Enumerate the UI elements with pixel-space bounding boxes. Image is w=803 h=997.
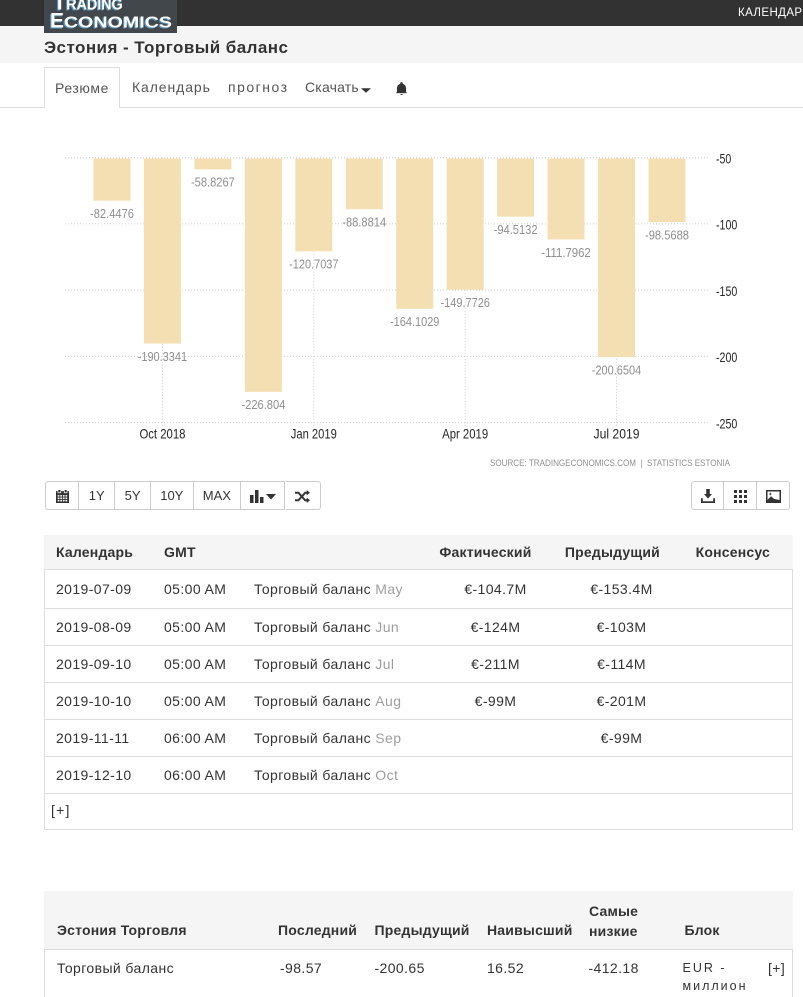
svg-text:-88.8814: -88.8814: [342, 215, 386, 230]
svg-text:-111.7962: -111.7962: [541, 245, 590, 260]
svg-text:-200.6504: -200.6504: [592, 363, 641, 378]
svg-text:Jul 2019: Jul 2019: [594, 426, 640, 442]
svg-text:T: T: [52, 0, 65, 16]
svg-text:Jan 2019: Jan 2019: [291, 426, 337, 442]
svg-text:SOURCE: TRADINGECONOMICS.COM: SOURCE: TRADINGECONOMICS.COM | STATISTIC…: [490, 458, 730, 468]
svg-text:E: E: [50, 10, 64, 33]
svg-text:CONOMICS: CONOMICS: [63, 16, 171, 33]
svg-text:E: E: [49, 11, 63, 33]
svg-text:-98.5688: -98.5688: [645, 227, 689, 242]
svg-text:-226.804: -226.804: [241, 397, 285, 412]
svg-text:Oct 2018: Oct 2018: [139, 426, 185, 442]
svg-text:-149.7726: -149.7726: [441, 295, 490, 310]
svg-text:T: T: [53, 0, 66, 15]
svg-text:-120.7037: -120.7037: [289, 257, 338, 272]
svg-text:-250: -250: [716, 416, 737, 431]
svg-text:RADING: RADING: [65, 0, 122, 15]
svg-text:-164.1029: -164.1029: [390, 314, 439, 329]
svg-text:-58.8267: -58.8267: [191, 175, 235, 190]
svg-text:-150: -150: [716, 284, 737, 299]
svg-text:-50: -50: [716, 151, 731, 166]
svg-text:-82.4476: -82.4476: [90, 206, 134, 221]
svg-text:-190.3341: -190.3341: [138, 349, 187, 364]
svg-text:-100: -100: [716, 218, 737, 233]
svg-text:Apr 2019: Apr 2019: [442, 426, 488, 442]
svg-text:RADING: RADING: [66, 0, 123, 14]
svg-text:-200: -200: [716, 350, 737, 365]
svg-text:CONOMICS: CONOMICS: [64, 15, 172, 32]
svg-text:-94.5132: -94.5132: [494, 222, 538, 237]
